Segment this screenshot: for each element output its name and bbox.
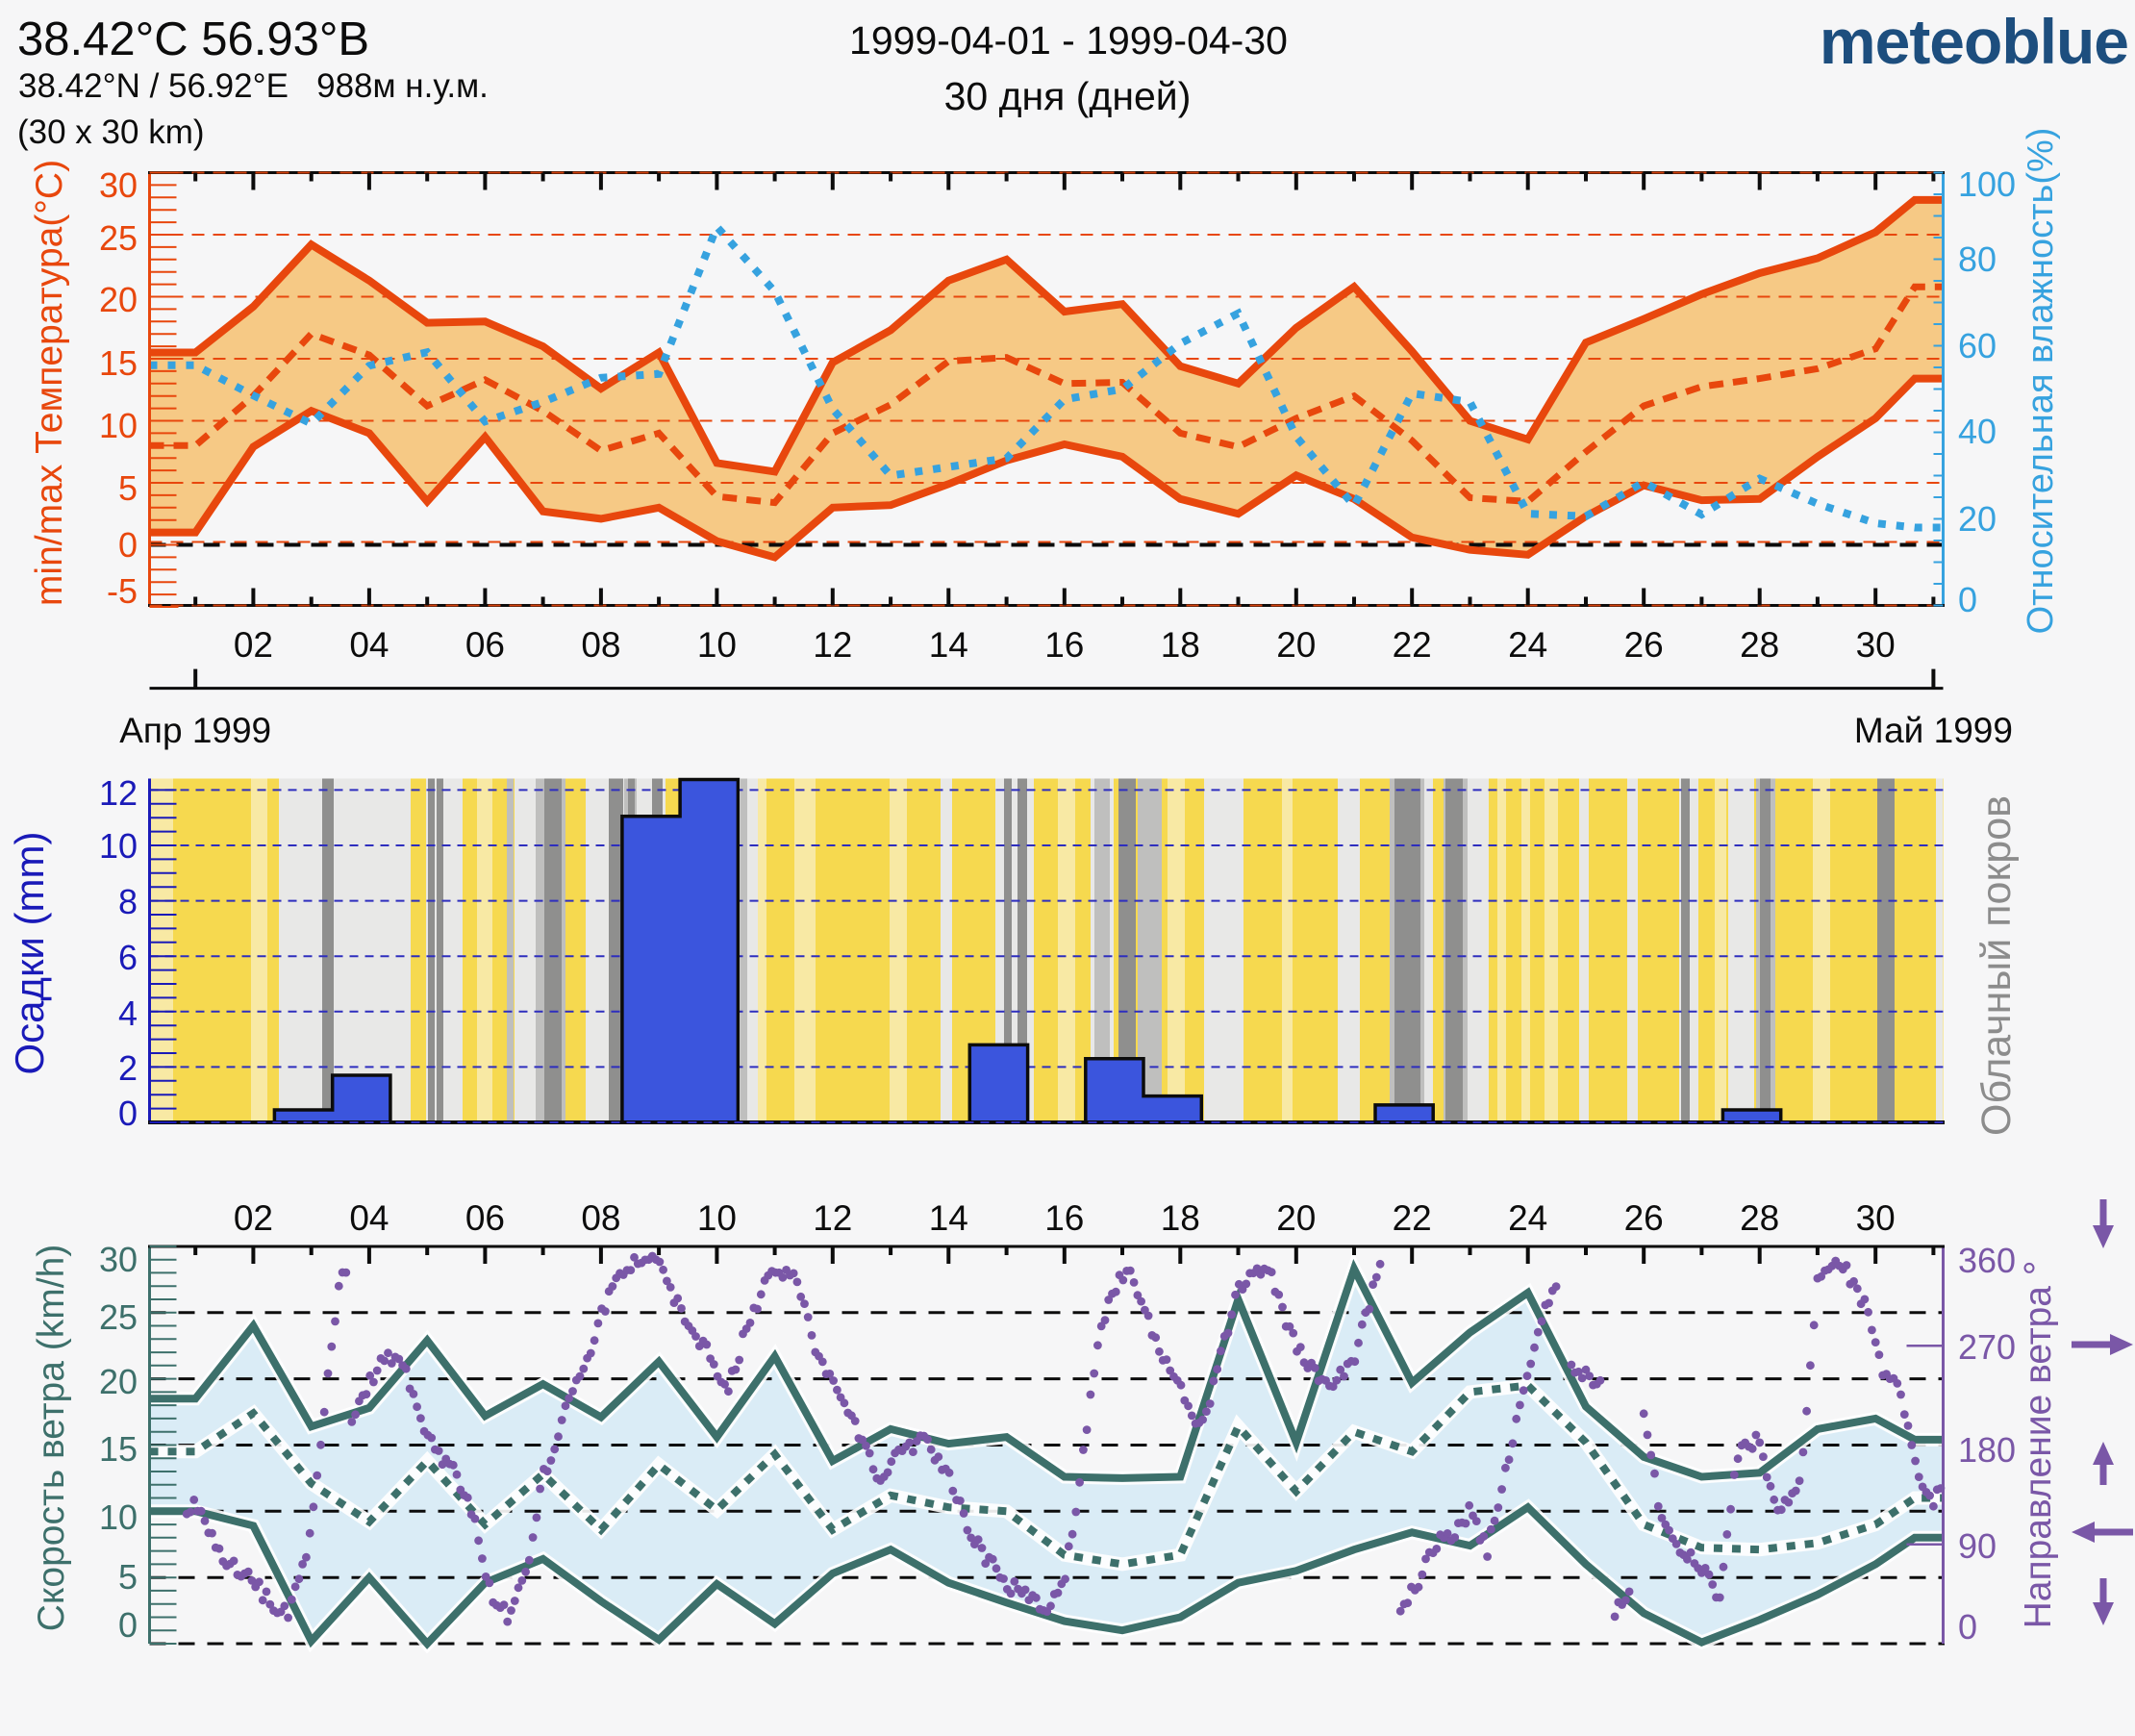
svg-text:(30 x 30 km): (30 x 30 km) [17,113,205,151]
svg-text:5: 5 [118,1557,138,1597]
svg-text:Облачный покров: Облачный покров [1973,795,2020,1136]
svg-text:26: 26 [1624,625,1664,665]
svg-text:18: 18 [1161,625,1200,665]
svg-text:20: 20 [1958,499,1997,539]
svg-text:14: 14 [929,1198,968,1238]
svg-text:30: 30 [1856,1198,1896,1238]
svg-text:38.42°C 56.93°В: 38.42°C 56.93°В [17,13,369,65]
svg-text:25: 25 [99,218,138,258]
svg-text:10: 10 [697,1198,737,1238]
svg-text:100: 100 [1958,164,2016,204]
svg-text:28: 28 [1740,625,1779,665]
svg-text:28: 28 [1740,1198,1779,1238]
svg-text:38.42°N / 56.92°E 988м н.у.м: 38.42°N / 56.92°E 988м н.у.м. [18,67,489,105]
svg-text:20: 20 [99,1362,138,1401]
svg-text:10: 10 [99,826,138,866]
svg-text:10: 10 [99,1497,138,1537]
svg-text:24: 24 [1508,625,1547,665]
svg-text:8: 8 [118,882,138,921]
svg-text:30: 30 [99,165,138,205]
svg-text:Осадки (mm): Осадки (mm) [7,832,52,1075]
svg-text:Направление ветра °: Направление ветра ° [2018,1261,2059,1629]
svg-text:20: 20 [99,280,138,319]
svg-text:30 дня (дней): 30 дня (дней) [944,74,1192,118]
svg-text:-5: -5 [107,571,138,611]
svg-text:Относительная влажность(%): Относительная влажность(%) [2021,128,2061,635]
svg-text:40: 40 [1958,412,1997,451]
svg-text:180: 180 [1958,1430,2016,1470]
svg-text:0: 0 [1958,580,1977,619]
svg-text:12: 12 [813,1198,852,1238]
svg-text:02: 02 [234,625,273,665]
svg-text:15: 15 [99,343,138,383]
svg-text:0: 0 [118,525,138,565]
svg-text:06: 06 [465,1198,505,1238]
svg-text:25: 25 [99,1297,138,1337]
svg-text:80: 80 [1958,239,1997,279]
svg-text:5: 5 [118,468,138,508]
svg-text:0: 0 [1958,1607,1977,1647]
svg-text:08: 08 [581,625,620,665]
svg-text:15: 15 [99,1429,138,1469]
svg-text:04: 04 [349,1198,389,1238]
svg-text:16: 16 [1044,625,1084,665]
svg-text:02: 02 [234,1198,273,1238]
svg-text:10: 10 [99,406,138,445]
svg-text:60: 60 [1958,326,1997,365]
svg-text:04: 04 [349,625,389,665]
svg-text:0: 0 [118,1094,138,1133]
svg-text:360: 360 [1958,1241,2016,1280]
svg-text:22: 22 [1393,1198,1432,1238]
svg-text:12: 12 [99,773,138,813]
svg-text:meteoblue: meteoblue [1820,6,2128,77]
svg-text:30: 30 [1856,625,1896,665]
svg-text:12: 12 [813,625,852,665]
svg-text:14: 14 [929,625,968,665]
svg-text:26: 26 [1624,1198,1664,1238]
svg-text:6: 6 [118,938,138,977]
svg-text:20: 20 [1276,625,1316,665]
svg-text:22: 22 [1393,625,1432,665]
svg-text:4: 4 [118,994,138,1033]
svg-text:16: 16 [1044,1198,1084,1238]
svg-text:0: 0 [118,1605,138,1645]
svg-text:90: 90 [1958,1526,1997,1566]
svg-text:06: 06 [465,625,505,665]
svg-text:08: 08 [581,1198,620,1238]
svg-text:20: 20 [1276,1198,1316,1238]
svg-text:2: 2 [118,1048,138,1088]
svg-text:Апр 1999: Апр 1999 [119,711,271,750]
svg-text:min/max Температура(°C): min/max Температура(°C) [29,160,70,606]
svg-text:30: 30 [99,1240,138,1279]
svg-text:Май 1999: Май 1999 [1854,711,2013,750]
svg-text:270: 270 [1958,1327,2016,1367]
svg-text:24: 24 [1508,1198,1547,1238]
svg-text:Скорость ветра (km/h): Скорость ветра (km/h) [31,1245,72,1632]
svg-text:18: 18 [1161,1198,1200,1238]
svg-text:10: 10 [697,625,737,665]
svg-text:1999-04-01 - 1999-04-30: 1999-04-01 - 1999-04-30 [849,18,1288,63]
